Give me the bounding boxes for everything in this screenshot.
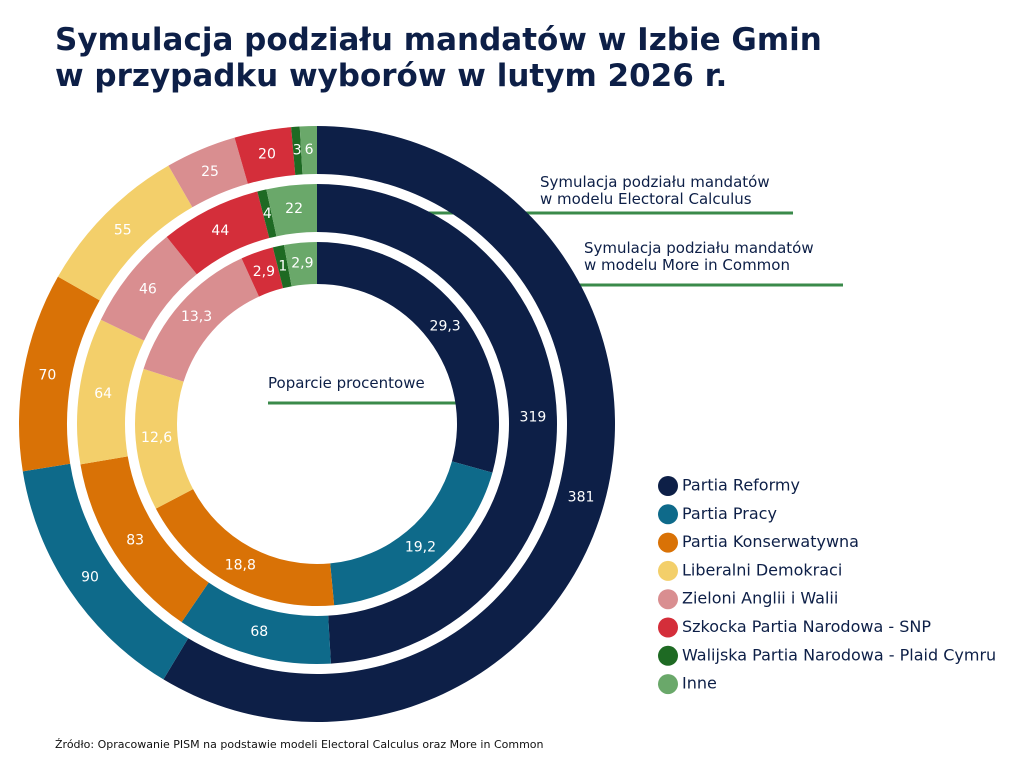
donut-segment — [100, 236, 197, 341]
donut-segment — [166, 191, 270, 275]
donut-segment — [234, 127, 296, 184]
donut-segment — [57, 165, 193, 301]
data-label: 319 — [520, 410, 547, 426]
donut-segment — [330, 461, 493, 606]
data-label: 381 — [568, 489, 595, 505]
donut-segment — [22, 463, 189, 680]
legend-label: Liberalni Demokraci — [682, 560, 842, 579]
data-label: 44 — [211, 223, 229, 239]
legend-label: Partia Pracy — [682, 504, 777, 523]
data-label: 13,3 — [181, 309, 212, 325]
data-label: 19,2 — [405, 539, 436, 555]
donut-segment — [284, 242, 317, 287]
donut-segment — [168, 137, 248, 208]
donut-segment — [299, 126, 317, 175]
ring-label: Symulacja podziału mandatów w modelu Ele… — [540, 173, 770, 208]
source-note: Źródło: Opracowanie PISM na podstawie mo… — [55, 738, 544, 751]
donut-segment — [181, 582, 331, 664]
data-label: 12,6 — [141, 430, 172, 446]
ring-label: Poparcie procentowe — [268, 374, 425, 392]
data-label: 70 — [38, 367, 56, 383]
donut-segment — [317, 184, 558, 664]
legend-swatch — [658, 674, 678, 695]
legend-label: Zieloni Anglii i Walii — [682, 589, 838, 608]
donut-segment — [80, 456, 209, 623]
donut-segment — [241, 247, 284, 297]
legend-swatch — [658, 504, 678, 525]
donut-segment — [155, 489, 335, 606]
chart-title: Symulacja podziału mandatów w Izbie Gmin… — [55, 22, 822, 94]
legend-swatch — [658, 560, 678, 581]
legend-swatch — [658, 645, 678, 666]
data-label: 1 — [278, 259, 287, 275]
data-label: 18,8 — [225, 558, 256, 574]
data-label: 3 — [293, 143, 302, 159]
data-label: 20 — [258, 147, 276, 163]
donut-segment — [163, 126, 615, 722]
data-label: 2,9 — [291, 256, 313, 272]
legend-swatch — [658, 476, 678, 496]
donut-segment — [272, 245, 292, 289]
legend-swatch — [658, 532, 678, 553]
legend-label: Partia Reformy — [682, 476, 800, 495]
data-label: 22 — [285, 201, 303, 217]
donut-segment — [317, 242, 499, 473]
donut-segment — [135, 368, 194, 509]
data-label: 68 — [250, 624, 268, 640]
donut-segment — [18, 276, 100, 472]
data-label: 29,3 — [430, 319, 461, 335]
donut-segment — [291, 126, 303, 175]
donut-segment — [257, 189, 277, 239]
data-label: 2,9 — [253, 264, 275, 280]
data-label: 64 — [94, 386, 112, 402]
data-label: 55 — [114, 223, 132, 239]
legend-label: Walijska Partia Narodowa - Plaid Cymru — [682, 645, 996, 664]
donut-segment — [76, 319, 145, 465]
donut-segment — [143, 258, 259, 382]
data-label: 83 — [126, 533, 144, 549]
data-label: 4 — [263, 206, 272, 222]
legend-swatch — [658, 617, 678, 638]
ring-label: Symulacja podziału mandatów w modelu Mor… — [584, 239, 814, 274]
legend-swatch — [658, 589, 678, 610]
legend-label: Szkocka Partia Narodowa - SNP — [682, 617, 931, 636]
legend-label: Inne — [682, 674, 717, 693]
data-label: 25 — [201, 164, 219, 180]
data-label: 90 — [81, 569, 99, 585]
data-label: 6 — [305, 142, 314, 158]
legend-label: Partia Konserwatywna — [682, 532, 859, 551]
data-label: 46 — [139, 282, 157, 298]
donut-segment — [266, 184, 317, 237]
